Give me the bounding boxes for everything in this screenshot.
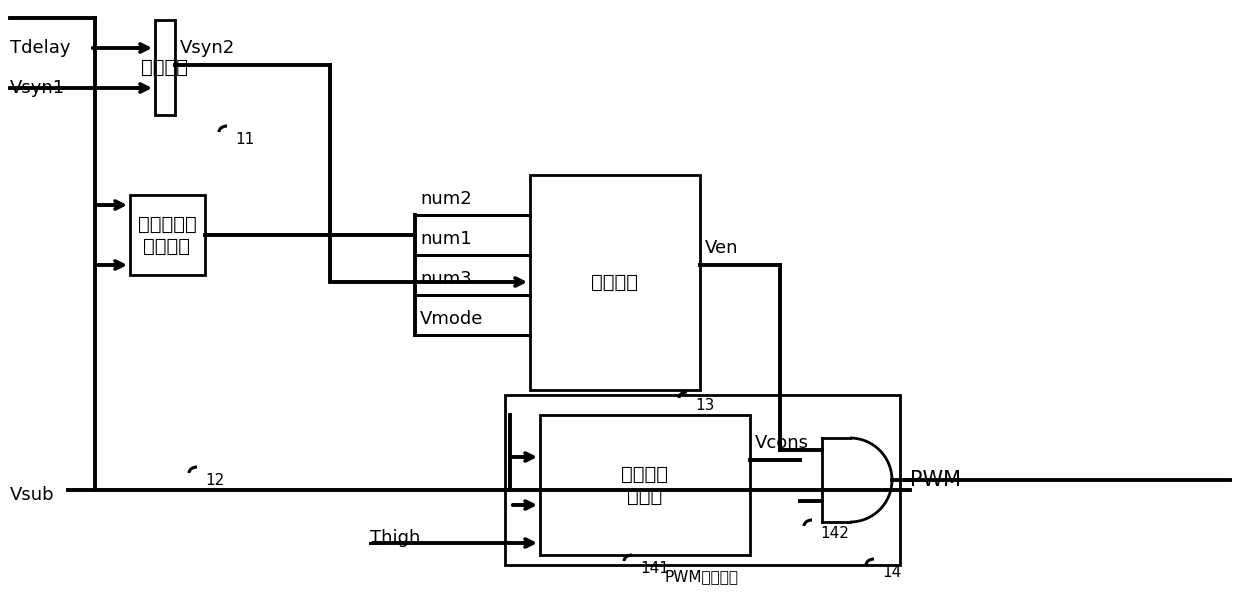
Text: Vmode: Vmode <box>420 310 484 328</box>
Text: num3: num3 <box>420 270 471 288</box>
Text: Thigh: Thigh <box>370 529 420 547</box>
Text: 12: 12 <box>205 473 224 488</box>
Text: 当前子周期
计数电路: 当前子周期 计数电路 <box>138 214 196 256</box>
Bar <box>529 175 701 390</box>
Bar <box>130 195 205 275</box>
Bar <box>539 415 750 555</box>
Text: 141: 141 <box>640 561 668 576</box>
Text: 比较电路: 比较电路 <box>591 273 639 292</box>
Text: PWM生成电路: PWM生成电路 <box>665 570 739 585</box>
Text: 13: 13 <box>694 398 714 413</box>
Text: 持续脉冲
发生器: 持续脉冲 发生器 <box>621 464 668 506</box>
Text: Tdelay: Tdelay <box>10 39 71 57</box>
Text: 11: 11 <box>236 132 254 147</box>
Text: 142: 142 <box>820 526 849 541</box>
Text: num1: num1 <box>420 230 471 248</box>
Text: Vsyn2: Vsyn2 <box>180 39 236 57</box>
Text: num2: num2 <box>420 190 471 208</box>
Text: Ven: Ven <box>706 239 739 257</box>
Text: PWM: PWM <box>910 470 961 490</box>
Text: Vsyn1: Vsyn1 <box>10 79 66 97</box>
Bar <box>505 395 900 565</box>
Text: Vcons: Vcons <box>755 434 808 452</box>
Bar <box>155 20 175 115</box>
Text: 14: 14 <box>882 565 901 580</box>
Text: Vsub: Vsub <box>10 486 55 504</box>
Text: 延时电路: 延时电路 <box>141 58 188 77</box>
